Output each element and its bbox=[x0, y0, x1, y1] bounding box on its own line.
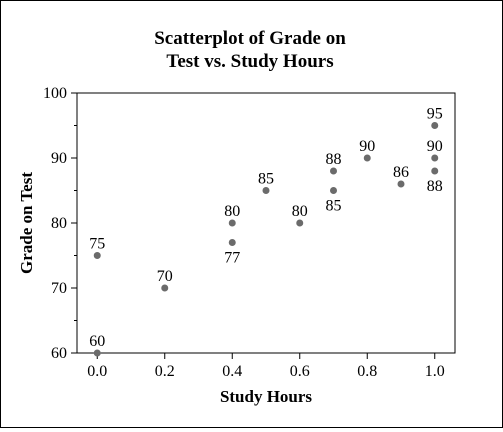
data-point bbox=[330, 167, 337, 175]
x-tick-label: 0.4 bbox=[222, 363, 242, 380]
data-point-label: 77 bbox=[224, 250, 240, 267]
data-points: 75 60 70 80 77 85 80 88 85 90 86 95 90 88 bbox=[89, 106, 443, 357]
data-point bbox=[431, 167, 439, 175]
data-point-label: 75 bbox=[89, 236, 105, 253]
data-point-label: 90 bbox=[359, 138, 375, 155]
data-point-label: 80 bbox=[224, 203, 240, 220]
y-tick-label: 70 bbox=[51, 280, 67, 297]
data-point bbox=[431, 154, 439, 162]
data-point bbox=[262, 187, 270, 194]
data-point-label: 85 bbox=[326, 198, 342, 215]
data-point bbox=[363, 154, 371, 162]
data-point-label: 85 bbox=[258, 171, 274, 188]
data-point bbox=[93, 252, 101, 259]
x-axis: 0.0 0.2 0.4 0.6 0.8 1.0 bbox=[87, 353, 445, 380]
data-point bbox=[93, 349, 101, 357]
chart-title-line-2: Test vs. Study Hours bbox=[166, 51, 333, 72]
data-point bbox=[296, 219, 304, 227]
y-tick-label: 90 bbox=[51, 150, 67, 167]
data-point bbox=[330, 187, 337, 194]
x-tick-label: 0.6 bbox=[290, 363, 310, 380]
data-point-label: 88 bbox=[427, 178, 443, 195]
x-tick-label: 0.8 bbox=[357, 363, 377, 380]
data-point-label: 80 bbox=[292, 203, 308, 220]
data-point bbox=[397, 180, 405, 188]
data-point bbox=[431, 122, 439, 129]
y-axis-label: Grade on Test bbox=[17, 172, 36, 274]
data-point-label: 70 bbox=[157, 268, 173, 285]
data-point-label: 90 bbox=[427, 138, 443, 155]
y-tick-label: 100 bbox=[43, 85, 67, 102]
data-point-label: 86 bbox=[393, 164, 409, 181]
data-point bbox=[228, 219, 236, 227]
plot-area-frame bbox=[76, 92, 456, 354]
data-point-label: 88 bbox=[326, 151, 342, 168]
data-point-label: 95 bbox=[427, 106, 443, 123]
data-point bbox=[161, 284, 169, 292]
data-point-label: 60 bbox=[89, 333, 105, 350]
x-tick-label: 1.0 bbox=[425, 363, 445, 380]
x-axis-label: Study Hours bbox=[220, 387, 312, 406]
x-tick-label: 0.2 bbox=[155, 363, 175, 380]
y-tick-label: 80 bbox=[51, 215, 67, 232]
y-tick-label: 60 bbox=[51, 345, 67, 362]
y-axis: 60 70 80 90 100 bbox=[43, 85, 77, 362]
chart-title-line-1: Scatterplot of Grade on bbox=[154, 28, 346, 49]
data-point bbox=[228, 239, 236, 246]
x-tick-label: 0.0 bbox=[87, 363, 107, 380]
